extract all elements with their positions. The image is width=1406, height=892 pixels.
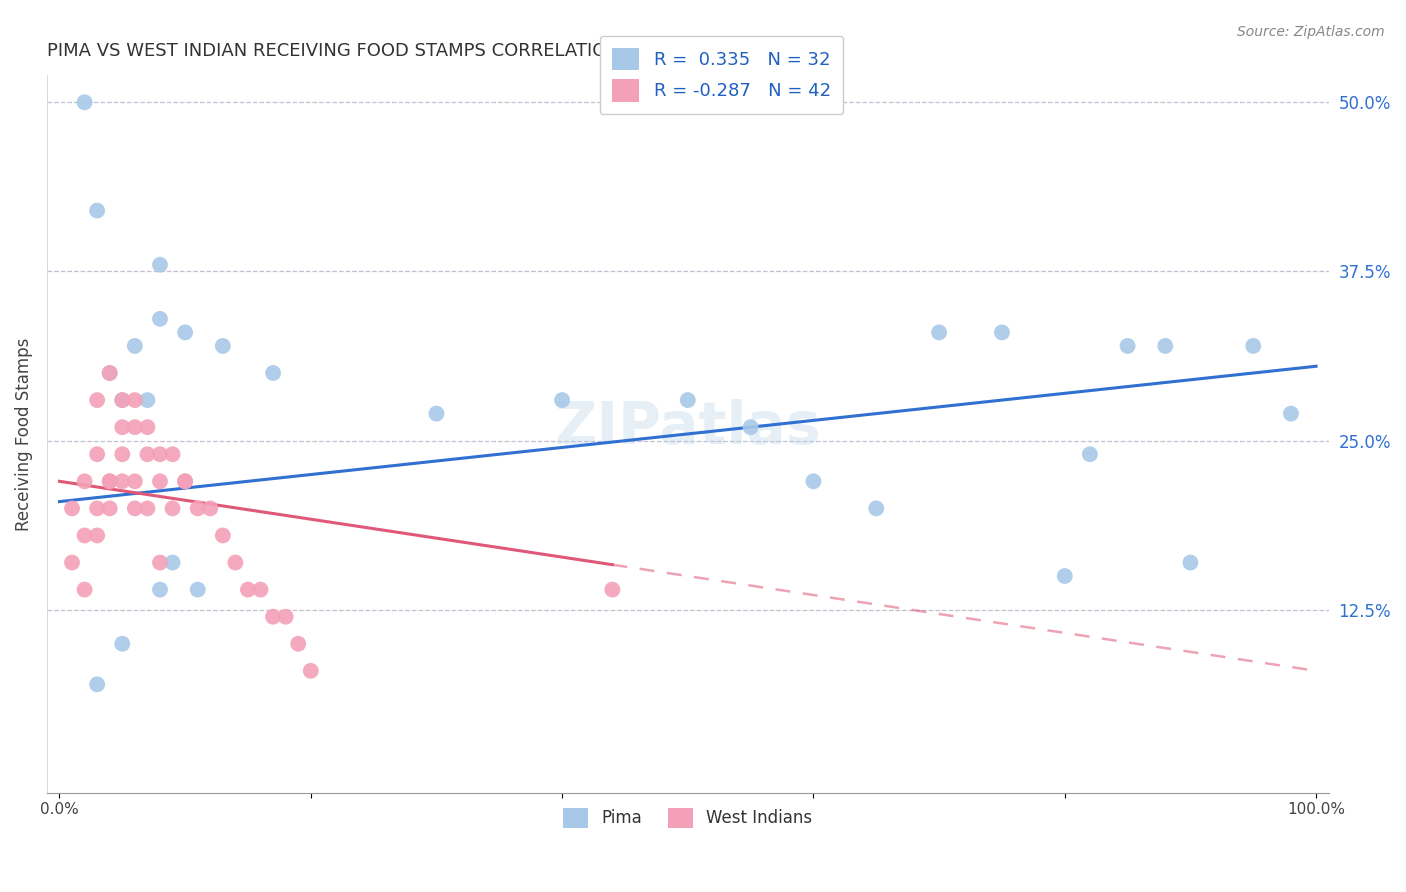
Point [86,447,108,461]
Point [111,637,134,651]
Point [211,528,233,542]
Point [676,393,699,408]
Point [86,501,108,516]
Point [98,475,121,489]
Point [124,393,146,408]
Point [224,556,246,570]
Point [98,475,121,489]
Point [162,447,184,461]
Point [149,311,172,326]
Point [1154,339,1177,353]
Point [111,393,134,408]
Point [162,501,184,516]
Point [124,339,146,353]
Point [1053,569,1076,583]
Point [111,475,134,489]
Point [187,582,209,597]
Point [149,556,172,570]
Point [149,475,172,489]
Point [299,664,322,678]
Point [124,420,146,434]
Text: ZIPatlas: ZIPatlas [554,399,821,456]
Point [98,366,121,380]
Point [274,609,297,624]
Point [1116,339,1139,353]
Point [262,366,284,380]
Point [249,582,271,597]
Point [73,528,96,542]
Point [928,326,950,340]
Point [602,582,624,597]
Point [149,447,172,461]
Point [1279,407,1302,421]
Point [1180,556,1202,570]
Point [1241,339,1264,353]
Point [236,582,259,597]
Point [60,501,83,516]
Point [149,258,172,272]
Point [991,326,1014,340]
Point [865,501,887,516]
Point [211,339,233,353]
Point [111,28,134,42]
Point [136,501,159,516]
Text: Source: ZipAtlas.com: Source: ZipAtlas.com [1237,25,1385,39]
Point [551,393,574,408]
Point [111,447,134,461]
Point [86,528,108,542]
Legend: Pima, West Indians: Pima, West Indians [557,801,818,835]
Point [73,582,96,597]
Point [60,556,83,570]
Point [136,420,159,434]
Point [740,420,762,434]
Point [98,366,121,380]
Point [136,447,159,461]
Text: PIMA VS WEST INDIAN RECEIVING FOOD STAMPS CORRELATION CHART: PIMA VS WEST INDIAN RECEIVING FOOD STAMP… [46,42,686,60]
Point [425,407,447,421]
Point [111,420,134,434]
Point [98,501,121,516]
Point [287,637,309,651]
Point [73,95,96,110]
Point [187,501,209,516]
Point [86,203,108,218]
Point [262,609,284,624]
Point [149,582,172,597]
Point [86,677,108,691]
Point [174,326,197,340]
Point [124,501,146,516]
Y-axis label: Receiving Food Stamps: Receiving Food Stamps [15,337,32,531]
Point [136,393,159,408]
Point [73,475,96,489]
Point [1078,447,1101,461]
Point [803,475,825,489]
Point [124,475,146,489]
Point [86,393,108,408]
Point [200,501,222,516]
Point [174,475,197,489]
Point [111,393,134,408]
Point [162,556,184,570]
Point [174,475,197,489]
